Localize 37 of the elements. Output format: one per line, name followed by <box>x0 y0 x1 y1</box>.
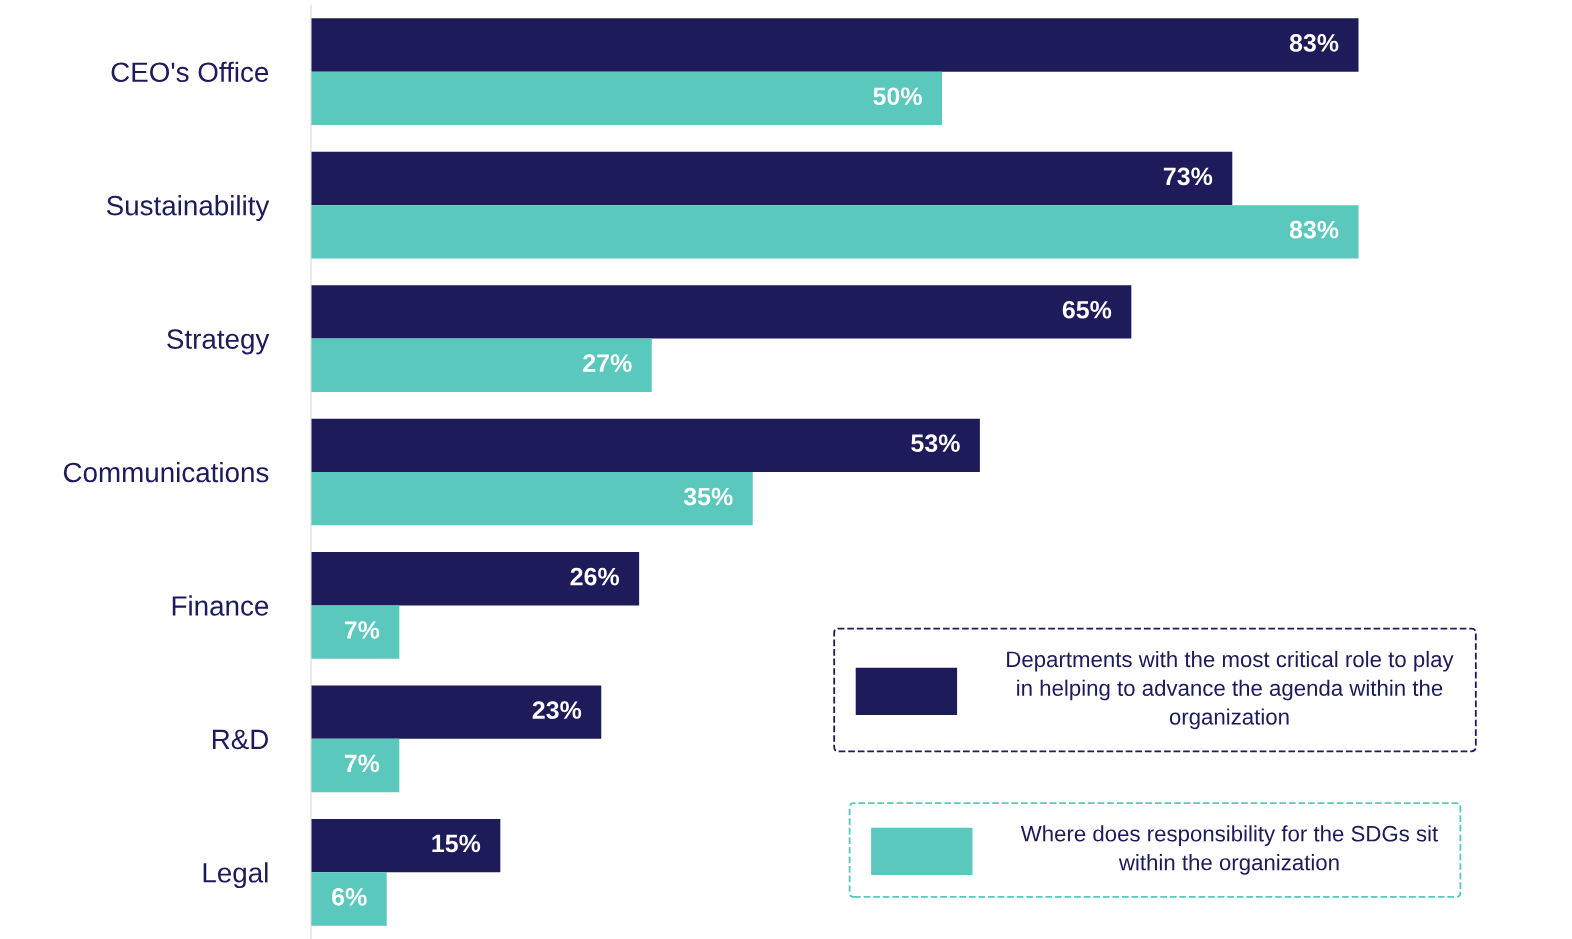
data-label: 65% <box>1062 300 1112 319</box>
data-label: 53% <box>911 434 960 453</box>
bar <box>311 151 1233 206</box>
data-label: 7% <box>344 621 380 639</box>
bar <box>311 418 980 472</box>
bar <box>311 738 400 793</box>
y-tick-label: Sustainability <box>106 195 270 221</box>
data-label: 83% <box>1289 220 1339 239</box>
y-tick-label: Strategy <box>167 329 270 355</box>
data-label: 7% <box>344 754 380 773</box>
bar <box>311 818 501 873</box>
bar <box>311 605 400 659</box>
bar <box>311 338 652 392</box>
data-label: 23% <box>532 701 582 719</box>
legend-label: Where does responsibility for the SDGs sit within the organization <box>1020 825 1439 875</box>
bar <box>311 685 602 739</box>
y-tick-label: CEO's Office <box>111 61 269 83</box>
y-tick-label: R&D <box>212 729 268 750</box>
data-label: 73% <box>1163 167 1213 186</box>
data-label: 83% <box>1289 34 1339 52</box>
bar <box>311 285 1132 339</box>
bar <box>311 872 387 926</box>
bar <box>311 18 1359 72</box>
bar <box>311 71 943 126</box>
data-label: 6% <box>332 887 367 906</box>
data-label: 35% <box>683 487 733 506</box>
bar <box>311 552 640 606</box>
y-tick-label: Communications <box>63 461 269 483</box>
data-label: 50% <box>873 87 922 106</box>
data-label: 27% <box>583 354 632 372</box>
y-tick-label: Legal <box>203 862 268 889</box>
bar <box>311 205 1359 259</box>
data-label: 26% <box>570 567 620 586</box>
data-label: 15% <box>432 834 481 853</box>
bar <box>311 472 753 526</box>
y-tick-label: Finance <box>172 595 269 616</box>
legend-label: Departments with the most critical role to play in helping to advance the agenda within the organization <box>1007 650 1454 730</box>
